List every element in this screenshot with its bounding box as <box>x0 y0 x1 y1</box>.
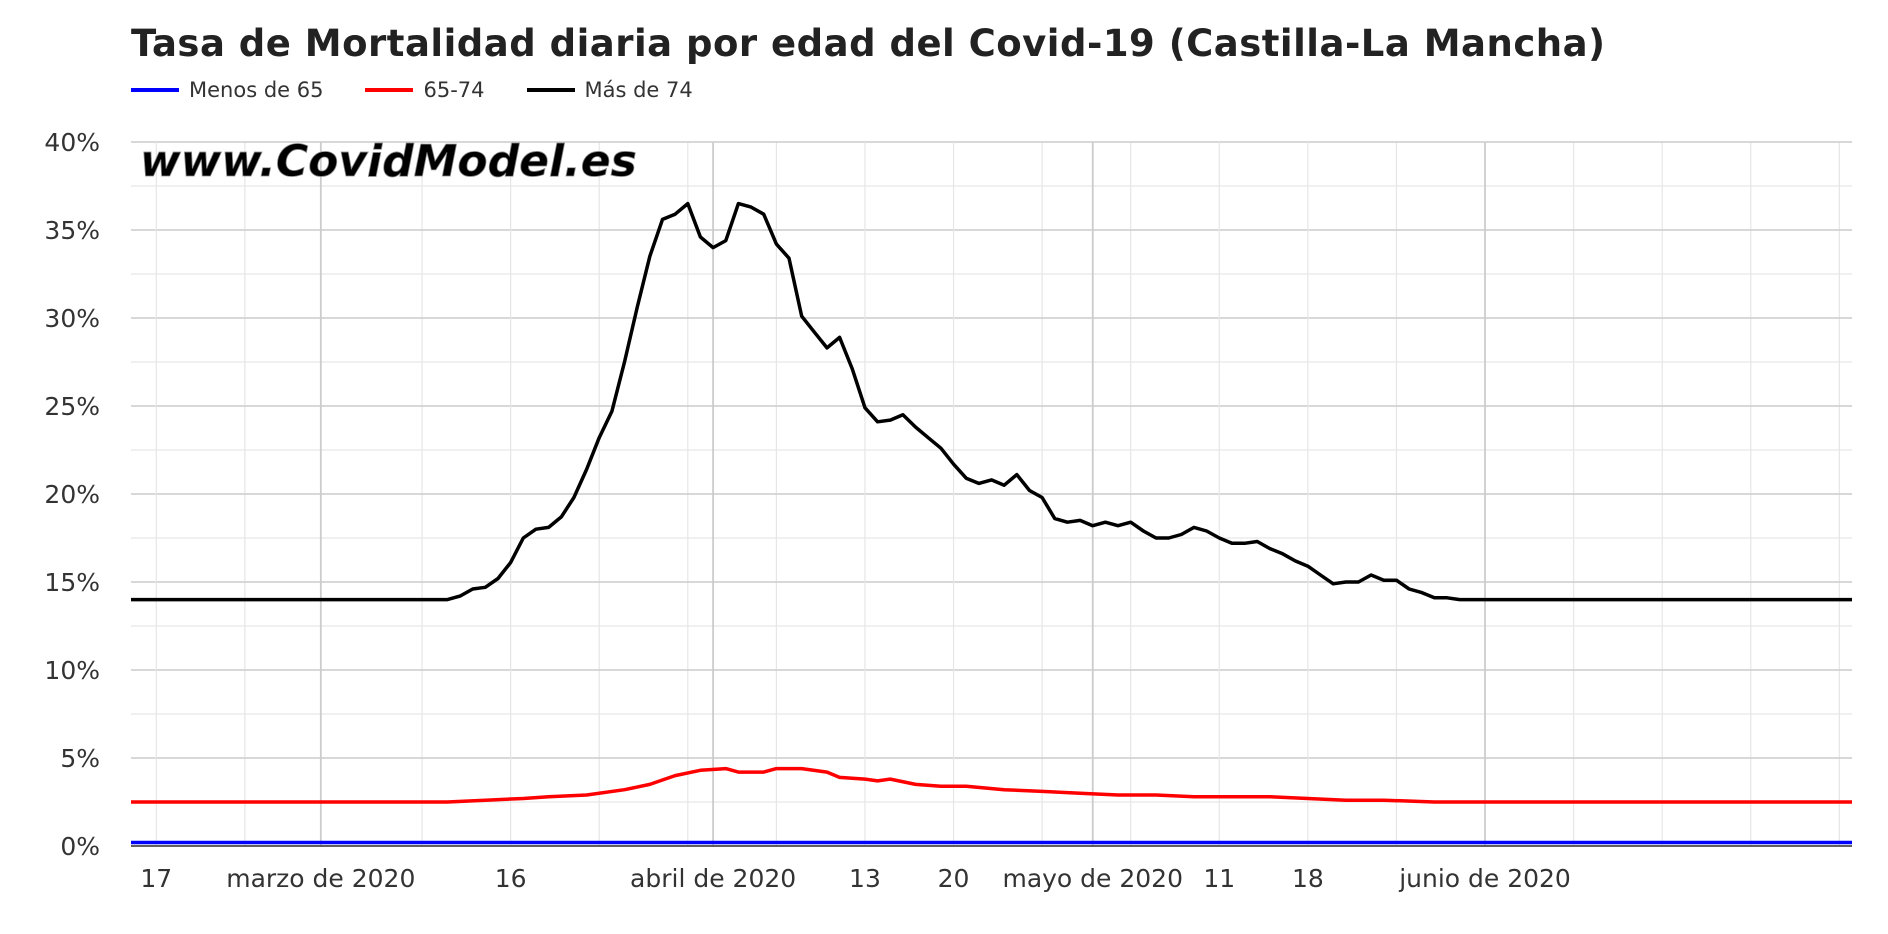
legend-swatch-65-74 <box>365 88 414 92</box>
legend-label-menos-65: Menos de 65 <box>189 78 324 102</box>
x-tick-label: 11 <box>1203 864 1235 893</box>
series-layer <box>131 201 1852 845</box>
legend-label-65-74: 65-74 <box>423 78 485 102</box>
series-line-65-74 <box>131 766 1852 804</box>
legend-item-menos-65: Menos de 65 <box>131 78 323 102</box>
x-tick-label: 16 <box>495 864 527 893</box>
x-tick-label: 20 <box>938 864 970 893</box>
x-tick-label: abril de 2020 <box>630 864 796 893</box>
axis-labels: 0% 5% 10% 15% 20% 25% 30% 35% 40% 17 marzo de 2020… <box>44 128 1852 893</box>
legend-label-mas-74: Más de 74 <box>584 78 693 102</box>
y-tick-label: 40% <box>44 128 100 157</box>
legend-item-65-74: 65-74 <box>365 78 485 102</box>
y-tick-label: 30% <box>44 304 100 333</box>
y-tick-label: 35% <box>44 216 100 245</box>
y-tick-label: 5% <box>60 744 100 773</box>
watermark: www.CovidModel.es <box>140 136 637 187</box>
y-tick-label: 0% <box>60 832 100 861</box>
legend: Menos de 65 65-74 Más de 74 <box>131 78 693 102</box>
legend-swatch-mas-74 <box>526 88 575 92</box>
y-tick-label: 10% <box>44 656 100 685</box>
series-line-mas-74 <box>131 201 1852 602</box>
y-tick-label: 20% <box>44 480 100 509</box>
legend-item-mas-74: Más de 74 <box>526 78 693 102</box>
grid <box>131 141 1852 847</box>
x-tick-label: marzo de 2020 <box>226 864 415 893</box>
x-tick-label: 18 <box>1292 864 1324 893</box>
x-tick-label: 13 <box>849 864 881 893</box>
y-tick-label: 25% <box>44 392 100 421</box>
x-tick-label: junio de 2020 <box>1398 864 1571 893</box>
legend-swatch-menos-65 <box>131 88 179 92</box>
x-tick-label: mayo de 2020 <box>1002 864 1183 893</box>
y-tick-label: 15% <box>44 568 100 597</box>
chart-title: Tasa de Mortalidad diaria por edad del C… <box>131 22 1606 65</box>
x-tick-label: 17 <box>140 864 172 893</box>
